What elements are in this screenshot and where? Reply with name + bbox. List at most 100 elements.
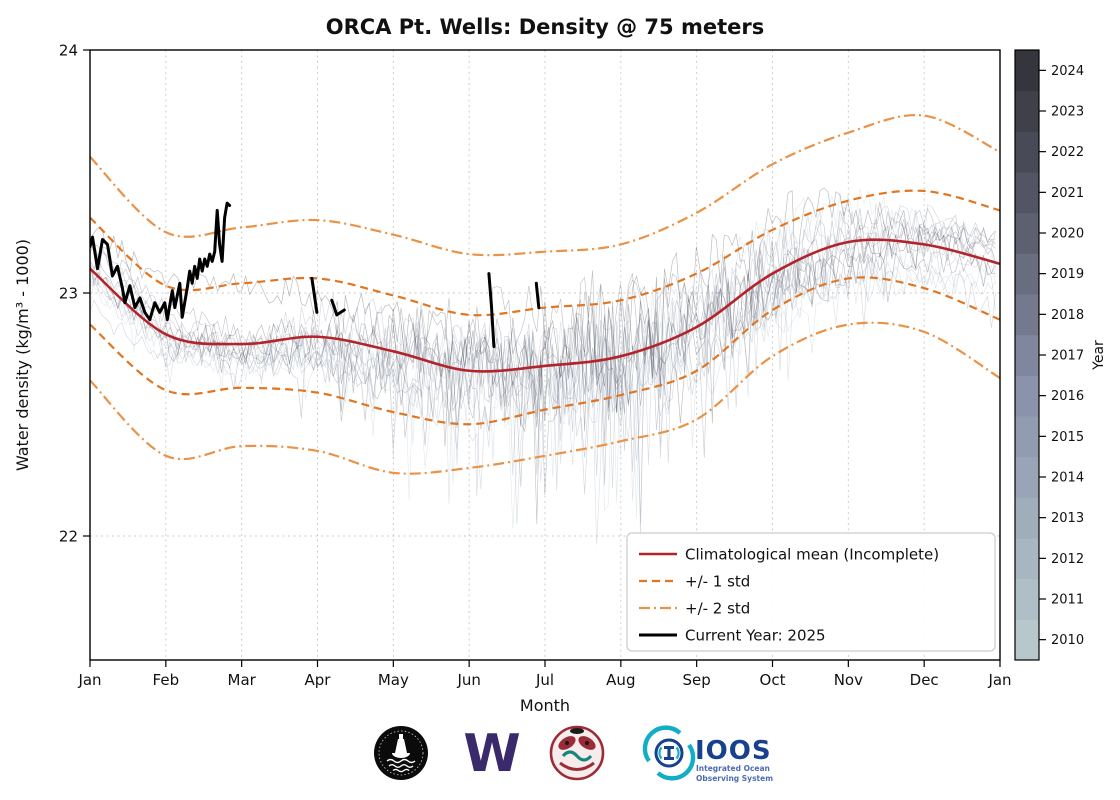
x-tick-label: Dec: [910, 671, 939, 689]
wave-icon: [392, 768, 410, 773]
y-tick-label: 22: [59, 527, 78, 545]
background-year-line-2016: [90, 248, 996, 495]
buoy-tower-icon: [395, 739, 407, 753]
x-tick-label: Aug: [606, 671, 635, 689]
ioos-arc-icon: [642, 725, 682, 763]
ioos-tagline-2: Observing System: [696, 774, 773, 783]
page-title: ORCA Pt. Wells: Density @ 75 meters: [326, 15, 764, 39]
x-tick-label: Jan: [77, 671, 101, 689]
background-year-line-2010: [90, 188, 996, 529]
x-tick-label: Sep: [683, 671, 711, 689]
orca-buoy-logo: [374, 726, 428, 780]
colorbar-tick-label: 2010: [1051, 633, 1084, 648]
x-tick-label: Jan: [987, 671, 1011, 689]
mean-line: [90, 238, 1000, 373]
colorbar-border: [1014, 49, 1040, 661]
background-year-lines: [90, 187, 996, 545]
colorbar-band-2021: [1015, 172, 1039, 214]
colorbar-band-2019: [1015, 253, 1039, 295]
year-colorbar: 2010 2011 2012 2013 2014 2015 2016 2017 2018 2019…: [1015, 50, 1084, 661]
current-year-line: [90, 201, 541, 348]
colorbar-tick-label: 2011: [1051, 593, 1084, 608]
ioos-wordmark: IOOS: [695, 736, 772, 766]
background-year-line-2020: [90, 225, 996, 525]
current-year-segment: [534, 281, 541, 310]
x-tick-label: Oct: [760, 671, 786, 689]
colorbar-band-2014: [1015, 456, 1039, 498]
colorbar-tick-label: 2012: [1051, 552, 1084, 567]
std-line: [90, 321, 1000, 475]
x-tick-label: Feb: [153, 671, 180, 689]
uw-w-letter: W: [463, 724, 520, 784]
legend-label-current-year: Current Year: 2025: [685, 626, 826, 644]
seal-eye-icon: [584, 740, 590, 746]
x-tick-label: Nov: [834, 671, 863, 689]
background-year-line-2013: [90, 239, 996, 545]
current-year-segment: [330, 298, 346, 317]
seal-top-ovoid-icon: [570, 728, 584, 734]
colorbar-tick-label: 2019: [1051, 267, 1084, 282]
colorbar-tick-label: 2014: [1051, 471, 1084, 486]
orca-buoy-logo-text-ring: [378, 730, 424, 776]
wave-icon: [388, 764, 414, 768]
std-band-lines: [90, 113, 1000, 475]
std-line: [90, 276, 1000, 426]
background-year-line-2024: [90, 226, 996, 428]
legend-entry-2std: +/- 2 std: [639, 599, 750, 617]
legend-entry-1std: +/- 1 std: [639, 572, 750, 590]
ioos-ibeam-icon: [664, 757, 674, 760]
tribal-seal-ring: [549, 725, 605, 781]
colorbar-band-2015: [1015, 416, 1039, 458]
colorbar-band-2017: [1015, 334, 1039, 376]
background-year-line-2015: [90, 203, 996, 497]
seal-eye-icon: [564, 740, 570, 746]
tribal-seal-logo: [549, 725, 605, 781]
logo-row: W IOOS Integrated Ocean Observing Syste: [374, 724, 773, 784]
x-tick-label: Jul: [535, 671, 554, 689]
colorbar-tick-label: 2013: [1051, 511, 1084, 526]
colorbar-band-2023: [1015, 90, 1039, 132]
wave-icon: [386, 758, 416, 764]
seal-fish-wave-icon: [561, 750, 593, 762]
legend-entry-current-year: Current Year: 2025: [639, 626, 826, 644]
buoy-light-icon: [399, 734, 403, 739]
ioos-logo: IOOS Integrated Ocean Observing System: [642, 725, 773, 783]
colorbar-band-2013: [1015, 497, 1039, 539]
background-year-line-2017: [90, 221, 996, 524]
legend-label-2std: +/- 2 std: [685, 599, 750, 617]
y-tick-label: 24: [59, 41, 78, 59]
colorbar-tick-label: 2024: [1051, 64, 1084, 79]
y-tick-label: 23: [59, 284, 78, 302]
colorbar-tick-label: 2015: [1051, 430, 1084, 445]
colorbar-band-2022: [1015, 131, 1039, 173]
ioos-tagline-1: Integrated Ocean: [696, 764, 770, 773]
colorbar-tick-label: 2018: [1051, 308, 1084, 323]
legend-label-1std: +/- 1 std: [685, 572, 750, 590]
colorbar-tick-label: 2023: [1051, 105, 1084, 120]
colorbar-band-2018: [1015, 294, 1039, 336]
current-year-segment: [487, 272, 496, 348]
x-tick-label: May: [378, 671, 409, 689]
x-axis-ticks: Jan Feb Mar Apr May Jun Jul Aug Sep Oct Nov Dec Jan: [77, 660, 1012, 689]
colorbar-label: Year: [1091, 340, 1107, 371]
ioos-bracket-icon: [675, 746, 680, 760]
x-tick-label: Mar: [228, 671, 257, 689]
std-line: [90, 113, 1000, 257]
x-axis-label: Month: [520, 696, 570, 715]
colorbar-tick-label: 2020: [1051, 227, 1084, 242]
colorbar-tick-label: 2017: [1051, 349, 1084, 364]
x-tick-label: Apr: [305, 671, 332, 689]
colorbar-band-2012: [1015, 538, 1039, 580]
y-axis-label: Water density (kg/m³ - 1000): [13, 239, 32, 471]
current-year-segment: [90, 201, 232, 322]
background-year-line-2014: [90, 206, 996, 540]
climatological-mean-line: [90, 238, 1000, 373]
colorbar-band-2016: [1015, 375, 1039, 417]
colorbar-tick-label: 2022: [1051, 145, 1084, 160]
colorbar-band-2024: [1015, 50, 1039, 92]
seal-mouth-arc-icon: [559, 761, 595, 771]
colorbar-band-2010: [1015, 619, 1039, 661]
background-year-line-2022: [90, 251, 996, 424]
